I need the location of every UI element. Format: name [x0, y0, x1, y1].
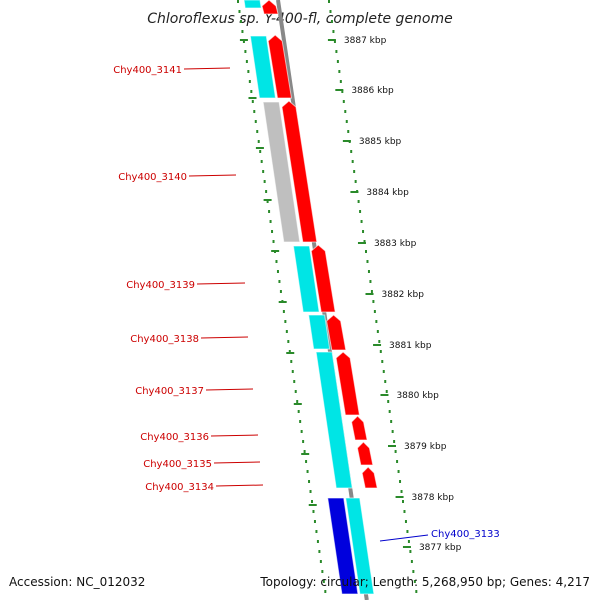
- scale-label: 3883 kbp: [374, 239, 417, 249]
- reverse-cds: [243, 0, 262, 9]
- forward-cds: [326, 314, 347, 351]
- scale-label: 3880 kbp: [396, 391, 439, 401]
- leader-line: [200, 336, 249, 339]
- feature-tracks: [243, 0, 378, 600]
- forward-cds: [351, 415, 368, 441]
- gene-label: Chy400_3136: [140, 432, 209, 443]
- scale-label: 3882 kbp: [382, 290, 425, 300]
- reverse-cds: [262, 101, 301, 243]
- accession-text: Accession: NC_012032: [9, 575, 145, 589]
- scale-label: 3877 kbp: [419, 543, 462, 553]
- scale-label: 3886 kbp: [351, 86, 394, 96]
- genome-summary-text: Topology: circular; Length: 5,268,950 bp…: [259, 575, 590, 589]
- scale-label: 3881 kbp: [389, 341, 432, 351]
- reverse-cds: [308, 314, 331, 350]
- leader-line: [215, 484, 264, 487]
- scale-label: 3887 kbp: [344, 36, 387, 46]
- leader-line: [183, 67, 231, 70]
- gene-label: Chy400_3140: [118, 172, 187, 183]
- forward-cds: [327, 497, 359, 595]
- leader-line: [213, 461, 261, 464]
- gene-label: Chy400_3137: [135, 386, 204, 397]
- forward-cds: [335, 351, 361, 416]
- gene-label: Chy400_3133: [431, 529, 500, 540]
- gene-labels: Chy400_3141 Chy400_3140 Chy400_3139 Chy400_…: [113, 65, 500, 542]
- gene-label: Chy400_3135: [143, 459, 212, 470]
- scale-label: 3885 kbp: [359, 137, 402, 147]
- scale-label: 3879 kbp: [404, 442, 447, 452]
- scale-label: 3884 kbp: [366, 188, 409, 198]
- leader-line: [210, 434, 259, 437]
- forward-cds: [267, 34, 293, 99]
- forward-cds: [310, 244, 336, 313]
- gene-label: Chy400_3141: [113, 65, 182, 76]
- gene-label: Chy400_3139: [126, 280, 195, 291]
- gene-label: Chy400_3138: [130, 334, 199, 345]
- reverse-cds: [345, 497, 375, 595]
- leader-line: [205, 388, 254, 391]
- leader-line: [196, 282, 246, 285]
- forward-cds: [281, 100, 318, 243]
- forward-cds: [356, 441, 374, 466]
- reverse-cds: [315, 351, 353, 489]
- forward-cds: [361, 466, 378, 489]
- scale-ticks: 3887 kbp 3886 kbp 3885 kbp 3884 kbp 3883 kbp…: [237, 0, 462, 593]
- leader-line: [188, 174, 237, 177]
- reverse-cds: [249, 35, 277, 99]
- forward-cds: [261, 0, 279, 15]
- map-title: Chloroflexus sp. Y-400-fl, complete geno…: [147, 11, 453, 27]
- leader-line: [379, 534, 429, 542]
- gene-label: Chy400_3134: [145, 482, 214, 493]
- scale-label: 3878 kbp: [412, 493, 455, 503]
- reverse-cds: [292, 245, 320, 313]
